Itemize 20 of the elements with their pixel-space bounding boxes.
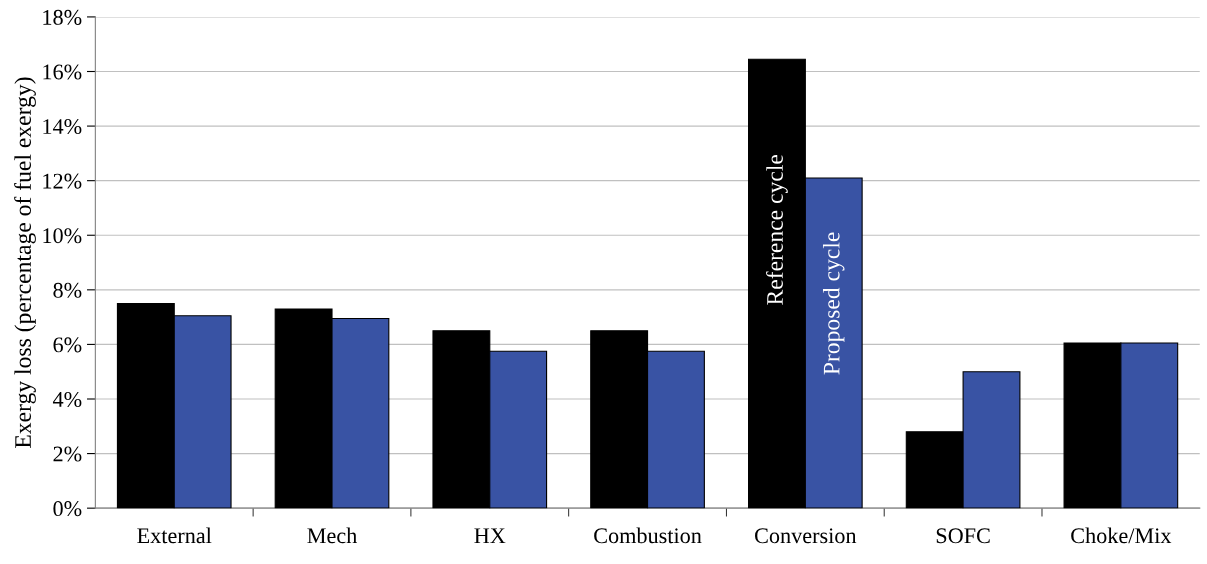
x-tick-label: Choke/Mix xyxy=(1071,527,1172,544)
y-tick-label: 6% xyxy=(53,337,82,353)
y-tick-label: 8% xyxy=(53,282,82,298)
y-tick-label: 2% xyxy=(53,446,82,462)
y-tick-label: 12% xyxy=(43,173,82,189)
y-tick-label: 0% xyxy=(53,501,82,517)
y-axis-title: Exergy loss (percentage of fuel exergy) xyxy=(14,77,36,448)
series-label: Proposed cycle xyxy=(822,232,845,375)
y-tick-label: 18% xyxy=(43,9,82,25)
x-tick-label: Conversion xyxy=(755,528,857,544)
x-tick-label: External xyxy=(137,527,212,544)
x-tick-label: Mech xyxy=(307,527,358,544)
x-tick-label: Combustion xyxy=(594,527,702,544)
y-tick-label: 16% xyxy=(43,64,82,80)
series-label: Reference cycle xyxy=(766,154,788,305)
x-tick-label: HX xyxy=(474,528,506,544)
y-tick-label: 10% xyxy=(43,228,82,244)
y-tick-label: 14% xyxy=(43,119,82,135)
x-tick-label: SOFC xyxy=(936,528,990,544)
y-tick-label: 4% xyxy=(52,391,82,407)
